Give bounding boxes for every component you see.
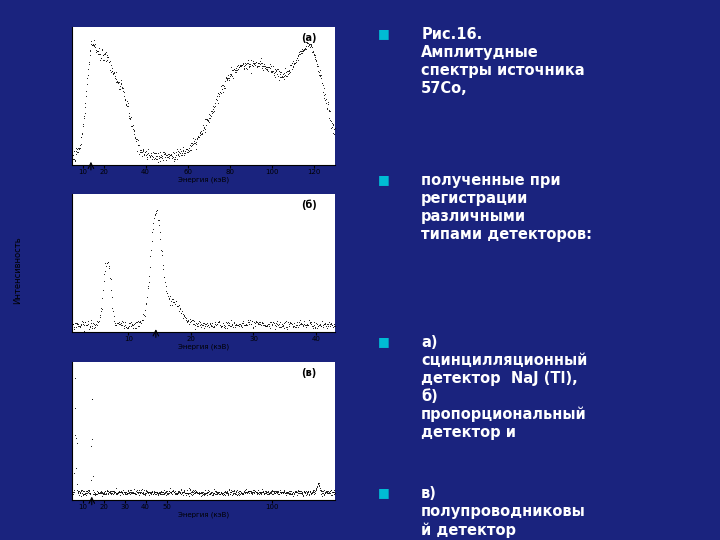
- X-axis label: Энергия (кэВ): Энергия (кэВ): [178, 511, 229, 517]
- X-axis label: Энергия (кэВ): Энергия (кэВ): [178, 343, 229, 350]
- Text: а)
сцинцилляционный
детектор  NaJ (Tl),
б)
пропорциональный
детектор и: а) сцинцилляционный детектор NaJ (Tl), б…: [421, 335, 588, 441]
- Text: ■: ■: [378, 27, 390, 40]
- Text: (б): (б): [301, 200, 316, 210]
- Text: в)
полупроводниковы
й детектор: в) полупроводниковы й детектор: [421, 486, 586, 538]
- Text: ■: ■: [378, 335, 390, 348]
- Text: ■: ■: [378, 486, 390, 499]
- Text: Интенсивность: Интенсивность: [14, 236, 22, 304]
- Text: (а): (а): [301, 33, 316, 43]
- Text: Рис.16.
Амплитудные
спектры источника
57Co,: Рис.16. Амплитудные спектры источника 57…: [421, 27, 585, 96]
- Text: (в): (в): [301, 368, 316, 377]
- Text: ■: ■: [378, 173, 390, 186]
- Text: полученные при
регистрации
различными
типами детекторов:: полученные при регистрации различными ти…: [421, 173, 593, 242]
- X-axis label: Энергия (кэВ): Энергия (кэВ): [178, 176, 229, 183]
